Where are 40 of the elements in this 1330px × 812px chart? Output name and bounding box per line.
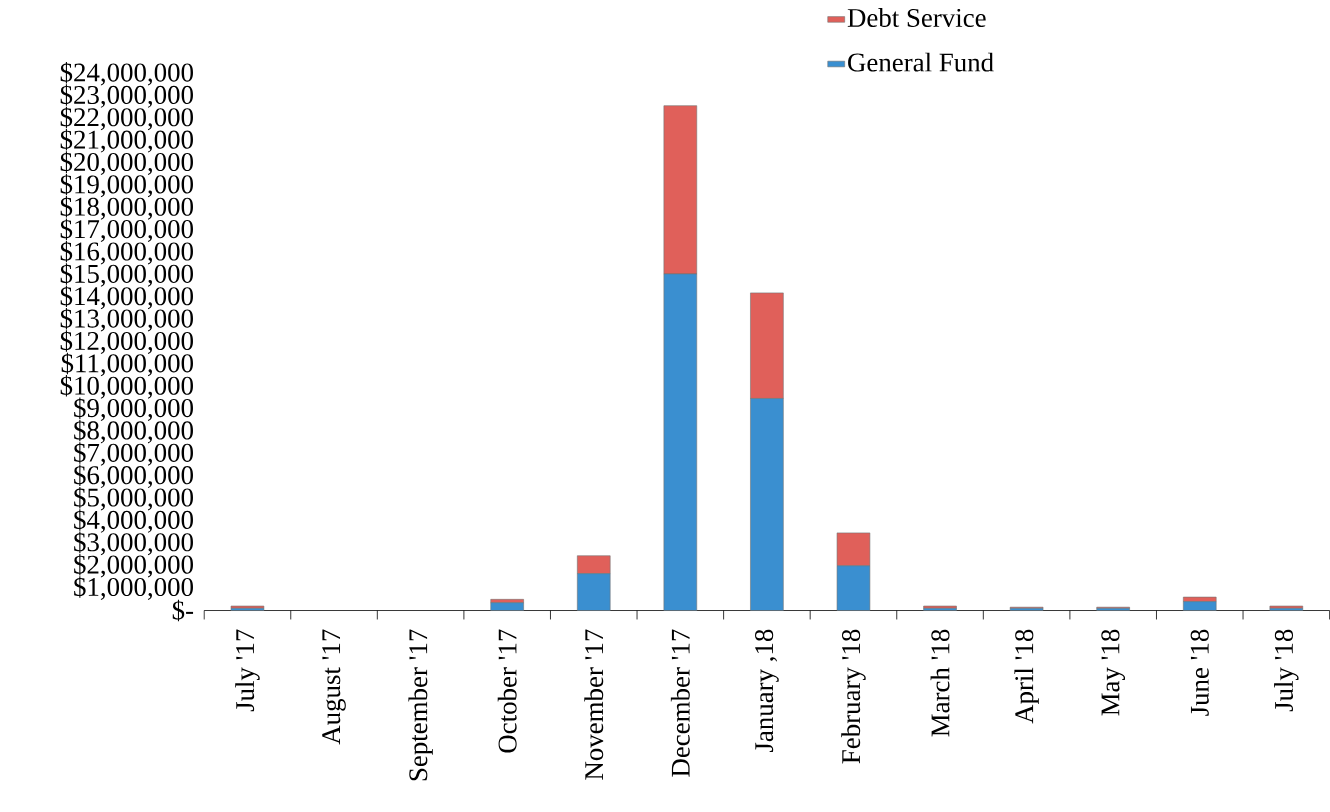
y-tick-label: $23,000,000: [60, 84, 193, 109]
y-tick-label: $16,000,000: [60, 240, 193, 265]
y-tick-label: $7,000,000: [74, 442, 193, 466]
y-tick-label: $-: [172, 599, 194, 622]
y-tick-label: $14,000,000: [60, 285, 193, 310]
x-tick-label: April '18: [1014, 629, 1039, 724]
y-tick-label: $15,000,000: [60, 263, 193, 287]
y-tick-label: $24,000,000: [60, 62, 193, 86]
x-tick-label: July '18: [1274, 629, 1299, 712]
x-tick-label: November '17: [584, 629, 604, 780]
x-tick-label: February '18: [841, 629, 866, 764]
x-tick-label: August '17: [322, 629, 346, 745]
legend-label: General Fund: [848, 52, 994, 72]
y-tick-label: $20,000,000: [60, 151, 193, 176]
y-tick-label: $19,000,000: [60, 173, 193, 198]
y-tick-label: $17,000,000: [60, 218, 193, 243]
legend-label: Debt Service: [847, 8, 986, 28]
y-tick-label: $6,000,000: [74, 464, 193, 489]
x-tick-label: May '18: [1101, 629, 1126, 716]
x-tick-label: March '18: [930, 629, 950, 737]
y-tick-label: $11,000,000: [61, 352, 193, 377]
y-tick-label: $13,000,000: [60, 308, 193, 332]
y-tick-label: $10,000,000: [60, 375, 193, 399]
y-tick-label: $8,000,000: [74, 419, 193, 444]
y-tick-label: $22,000,000: [60, 106, 193, 131]
y-tick-label: $18,000,000: [60, 196, 193, 220]
y-tick-label: $3,000,000: [74, 531, 193, 556]
x-tick-label: July '17: [235, 629, 260, 712]
x-tick-label: September '17: [408, 629, 433, 781]
y-tick-label: $5,000,000: [74, 487, 193, 511]
y-tick-label: $21,000,000: [60, 129, 193, 153]
x-tick-label: January ,18: [755, 629, 779, 753]
y-tick-label: $2,000,000: [74, 554, 193, 578]
x-tick-label: December '17: [670, 629, 690, 777]
x-tick-label: June '18: [1190, 629, 1209, 716]
y-tick-label: $12,000,000: [60, 330, 193, 355]
x-tick-label: October '17: [497, 629, 517, 753]
y-tick-label: $9,000,000: [74, 397, 193, 422]
y-tick-label: $1,000,000: [74, 576, 193, 601]
y-tick-label: $4,000,000: [74, 509, 193, 533]
